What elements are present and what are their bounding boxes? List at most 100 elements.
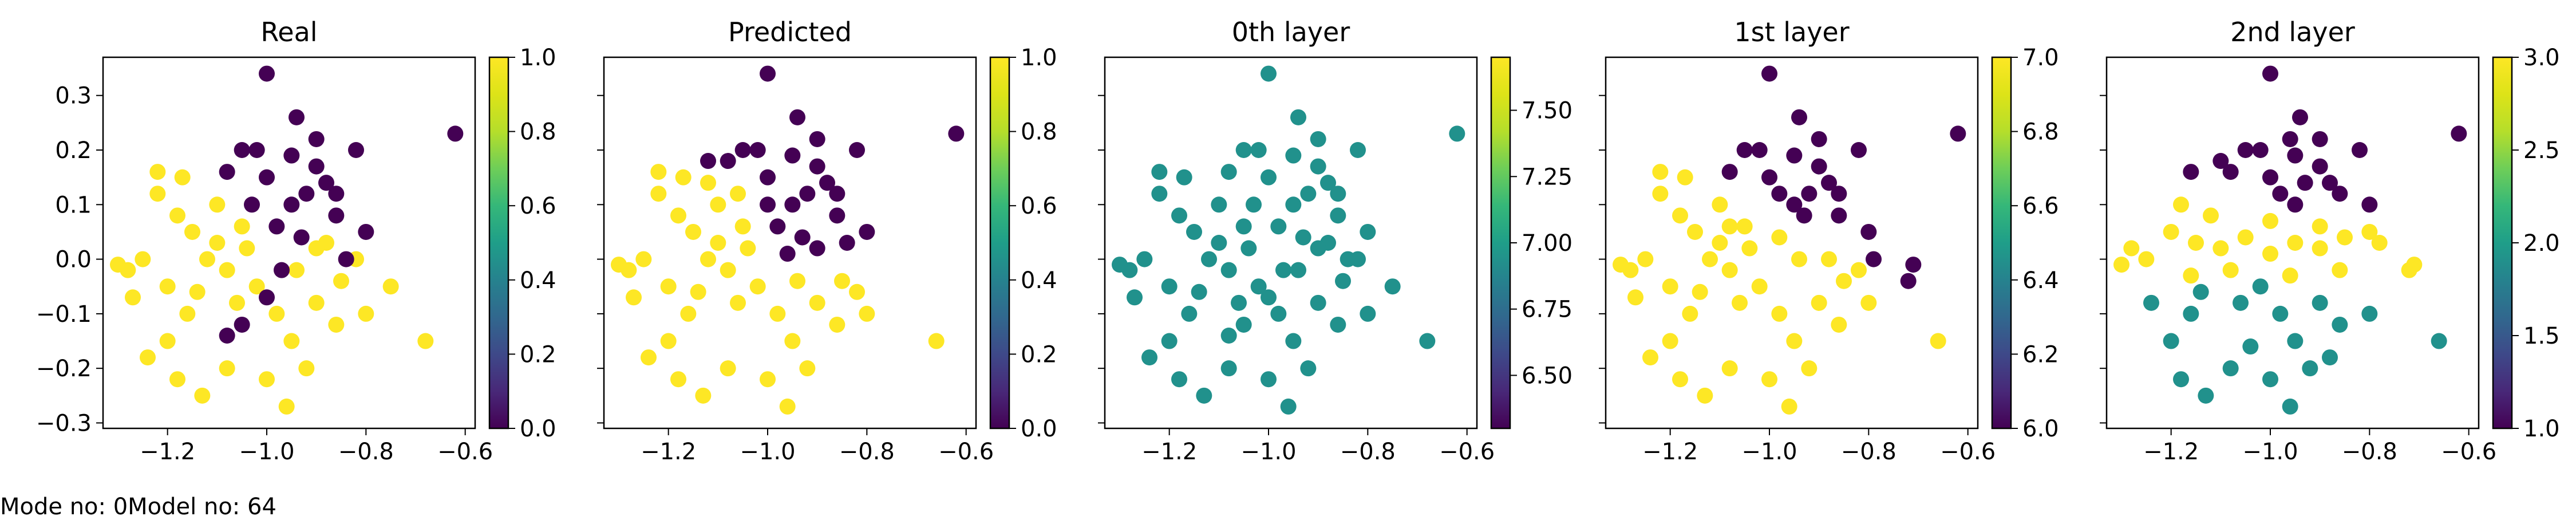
data-point: [2183, 305, 2199, 322]
data-point: [1295, 229, 1311, 246]
x-tick-label: −0.6: [2441, 439, 2496, 465]
data-point: [2287, 235, 2304, 251]
data-point: [1196, 387, 1212, 404]
data-point: [769, 305, 786, 322]
data-point: [268, 218, 285, 235]
data-point: [710, 235, 726, 251]
data-point: [1186, 223, 1202, 240]
colorbar-frame: [488, 56, 509, 430]
data-point: [259, 289, 275, 306]
data-point: [1246, 196, 1262, 213]
data-point: [2312, 294, 2328, 311]
data-point: [635, 251, 652, 267]
data-point: [1791, 109, 1807, 125]
data-point: [720, 262, 736, 278]
data-point: [2312, 218, 2328, 235]
data-point: [2337, 229, 2353, 246]
panel-1: Predicted −1.2 −1.0 −0.8 −0.6 0.0 0.2 0.4 0.6 0.8…: [597, 17, 1057, 465]
data-point: [1732, 294, 1748, 311]
data-point: [1161, 333, 1178, 349]
data-point: [1270, 305, 1287, 322]
data-point: [1310, 158, 1326, 175]
data-point: [734, 218, 751, 235]
data-point: [1127, 289, 1143, 306]
data-point: [1280, 398, 1297, 415]
data-point: [2233, 294, 2249, 311]
panel-title: 0th layer: [1232, 17, 1350, 48]
data-point: [1860, 223, 1877, 240]
data-point: [819, 175, 835, 191]
data-point: [268, 305, 285, 322]
data-point: [1900, 273, 1917, 289]
data-point: [1786, 147, 1803, 164]
data-point: [2332, 316, 2348, 333]
colorbar-tick-label: 7.00: [1522, 230, 1573, 257]
data-point: [1335, 273, 1351, 289]
data-point: [149, 186, 166, 202]
data-point: [1151, 186, 1168, 202]
colorbar-tick-label: 2.5: [2523, 137, 2560, 164]
data-point: [179, 305, 196, 322]
axes-frame: [2105, 56, 2480, 430]
data-point: [650, 186, 667, 202]
data-point: [2292, 109, 2308, 125]
data-point: [2287, 333, 2304, 349]
data-point: [1350, 142, 1366, 158]
data-point: [229, 294, 245, 311]
data-point: [1211, 196, 1227, 213]
data-point: [1652, 164, 1669, 180]
data-point: [239, 240, 255, 257]
data-point: [1721, 262, 1738, 278]
colorbar-frame: [989, 56, 1010, 430]
data-point: [1161, 278, 1178, 295]
data-point: [700, 251, 716, 267]
data-point: [2163, 223, 2179, 240]
data-point: [259, 65, 275, 82]
data-point: [1836, 273, 1852, 289]
data-point: [1171, 371, 1187, 388]
data-point: [140, 349, 156, 366]
data-point: [784, 333, 801, 349]
data-point: [1270, 218, 1287, 235]
data-point: [1751, 142, 1768, 158]
data-point: [660, 278, 677, 295]
panel-2: 0th layer −1.2 −1.0 −0.8 −0.6 6.50 6.75 7.00 7.2…: [1098, 17, 1573, 465]
data-point: [749, 142, 766, 158]
colorbar-tick-label: 0.0: [520, 416, 556, 442]
axes-frame: [1104, 56, 1478, 430]
data-point: [1692, 283, 1708, 300]
data-point: [110, 257, 126, 273]
data-point: [1637, 251, 1654, 267]
data-point: [650, 164, 667, 180]
colorbar-tick-label: 0.4: [520, 267, 556, 294]
data-point: [2222, 360, 2239, 377]
data-point: [680, 305, 697, 322]
data-point: [2312, 240, 2328, 257]
data-point: [2322, 349, 2338, 366]
data-point: [1240, 240, 1257, 257]
data-point: [298, 360, 315, 377]
data-point: [1419, 333, 1436, 349]
colorbar-tick-label: 0.6: [1021, 193, 1057, 219]
data-point: [318, 175, 334, 191]
data-point: [1285, 196, 1302, 213]
data-point: [1811, 131, 1827, 147]
y-tick-label: 0.3: [55, 83, 92, 109]
data-point: [784, 147, 801, 164]
data-point: [1112, 257, 1128, 273]
data-point: [2312, 158, 2328, 175]
data-point: [1662, 278, 1678, 295]
data-point: [219, 360, 235, 377]
x-tick-label: −1.0: [1240, 439, 1296, 465]
data-point: [2282, 131, 2298, 147]
data-point: [1741, 240, 1758, 257]
data-point: [2312, 131, 2328, 147]
data-point: [809, 131, 825, 147]
data-point: [700, 175, 716, 191]
scatter-figure: Real −1.2 −1.0 −0.8 −0.6 −0.3 −0.2 −0.1 0.0 0.1 0.…: [36, 17, 2560, 465]
data-point: [779, 246, 796, 262]
data-point: [2183, 164, 2199, 180]
colorbar-gradient: [489, 57, 508, 428]
data-point: [695, 387, 712, 404]
y-tick-label: 0.2: [55, 137, 92, 164]
